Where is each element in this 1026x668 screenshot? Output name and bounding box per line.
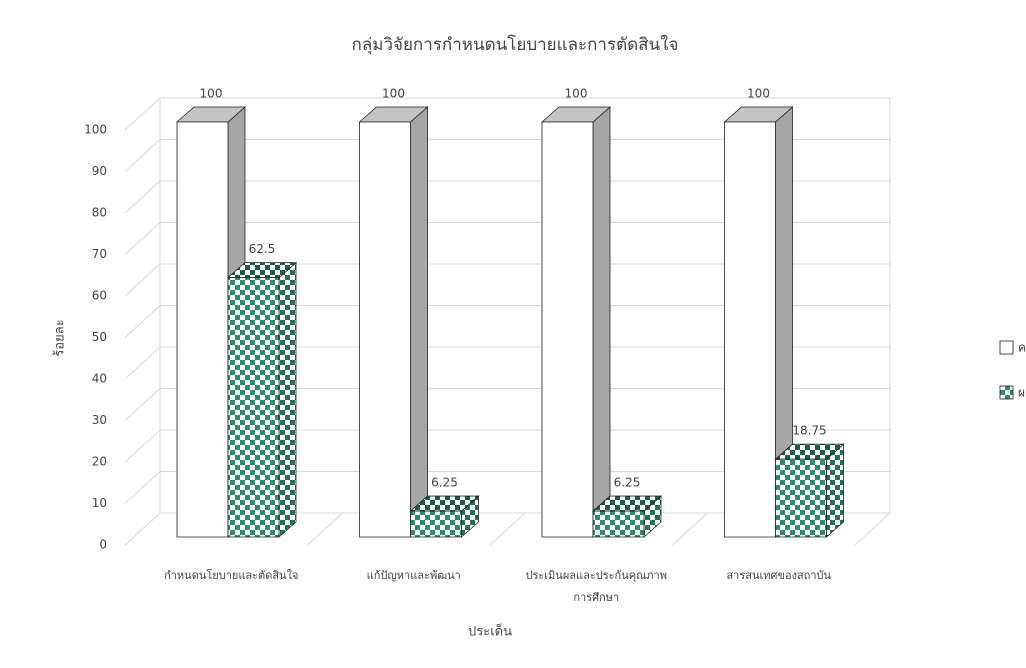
bar — [227, 277, 280, 538]
bar-side — [592, 106, 611, 538]
bar — [541, 121, 594, 538]
y-tick-label: 50 — [92, 330, 107, 344]
data-label: 100 — [382, 87, 405, 101]
y-tick-label: 80 — [92, 206, 107, 220]
data-label: 18.75 — [792, 424, 826, 438]
bar — [359, 121, 411, 538]
y-tick-label: 30 — [92, 413, 107, 427]
grid-line — [124, 97, 161, 131]
x-axis-title: ประเด็น — [468, 622, 512, 640]
x-tick-label: สารสนเทศของสถาบัน — [726, 569, 832, 582]
data-label: 6.25 — [614, 476, 641, 490]
data-label: 62.5 — [249, 242, 276, 256]
bar-side — [826, 443, 844, 538]
data-label: 100 — [747, 87, 770, 101]
y-tick-label: 0 — [99, 538, 107, 552]
y-tick-label: 100 — [84, 123, 107, 137]
floor-line — [672, 512, 708, 546]
grid-line — [124, 346, 161, 380]
bar — [176, 121, 229, 538]
grid-line — [124, 305, 161, 338]
y-axis-title: ร้อยละ — [53, 319, 68, 356]
data-label: 6.25 — [431, 476, 458, 490]
bar — [775, 458, 827, 538]
grid-line — [124, 263, 161, 297]
legend-swatch — [999, 340, 1014, 355]
grid-line — [124, 388, 161, 421]
y-tick-label: 70 — [92, 247, 107, 261]
x-tick-label: ประเมินผลและประกันคุณภาพ การศึกษา — [525, 569, 667, 604]
bar — [410, 510, 462, 538]
floor-line — [307, 512, 343, 546]
y-tick-label: 60 — [92, 289, 107, 303]
chart-title: กลุ่มวิจัยการกำหนดนโยบายและการตัดสินใจ — [352, 34, 679, 55]
floor-line — [854, 512, 891, 546]
grid-line — [124, 180, 161, 214]
y-tick-label: 10 — [92, 496, 107, 510]
legend-label: คาดหวัง — [1018, 341, 1026, 355]
floor-line — [124, 512, 161, 546]
data-label: 100 — [565, 87, 588, 101]
legend-swatch — [999, 385, 1014, 400]
x-tick-label: กำหนดนโยบายและตัดสินใจ — [164, 569, 299, 582]
bar-side — [410, 106, 428, 538]
x-tick-label: แก้ปัญหาและพัฒนา — [366, 569, 461, 582]
y-tick-label: 40 — [92, 372, 107, 386]
floor-line — [489, 512, 526, 546]
y-tick-label: 20 — [92, 455, 107, 469]
grid-line — [124, 429, 161, 463]
bar — [592, 510, 645, 538]
bar-side — [278, 261, 297, 538]
data-label: 100 — [200, 87, 223, 101]
bar — [724, 121, 776, 538]
grid-line — [124, 471, 161, 504]
grid-line — [124, 222, 161, 255]
legend-label: ผลกระทบ — [1018, 386, 1026, 400]
grid-line — [124, 139, 161, 172]
y-tick-label: 90 — [92, 164, 107, 178]
